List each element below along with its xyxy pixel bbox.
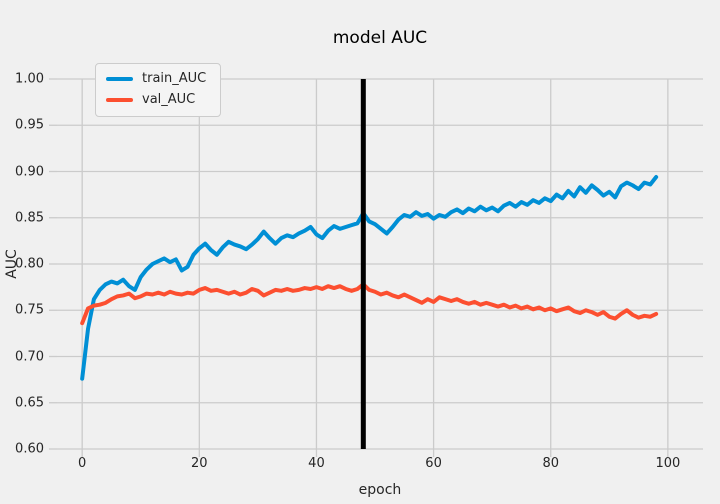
y-tick-label: 0.85: [15, 210, 44, 226]
x-tick-label: 100: [655, 456, 681, 471]
y-tick-label: 0.95: [15, 117, 44, 133]
legend-item-val_AUC: val_AUC: [106, 92, 206, 108]
series-line-train_AUC: [80, 175, 659, 381]
y-tick-label: 0.70: [15, 349, 44, 364]
legend-swatch-val_AUC: [106, 98, 133, 103]
x-tick-label: 0: [78, 456, 87, 471]
x-tick-label: 40: [308, 456, 325, 471]
chart-title: model AUC: [332, 28, 428, 48]
y-tick-label: 0.65: [15, 395, 44, 411]
x-tick-label: 80: [542, 456, 559, 471]
x-axis-label: epoch: [358, 482, 402, 498]
y-tick-label: 0.80: [15, 256, 44, 272]
y-tick-label: 0.90: [15, 164, 44, 179]
x-tick-label: 60: [425, 456, 442, 471]
series-line-val_AUC: [80, 282, 659, 326]
legend-swatch-train_AUC: [106, 77, 133, 82]
legend: train_AUC val_AUC: [95, 63, 222, 117]
legend-label: train_AUC: [142, 71, 207, 86]
legend-item-train_AUC: train_AUC: [106, 71, 207, 86]
y-tick-label: 0.75: [15, 302, 44, 318]
legend-label: val_AUC: [142, 92, 196, 108]
y-tick-label: 0.60: [15, 441, 44, 457]
y-tick-label: 1.00: [15, 71, 44, 87]
x-tick-label: 20: [191, 456, 208, 471]
